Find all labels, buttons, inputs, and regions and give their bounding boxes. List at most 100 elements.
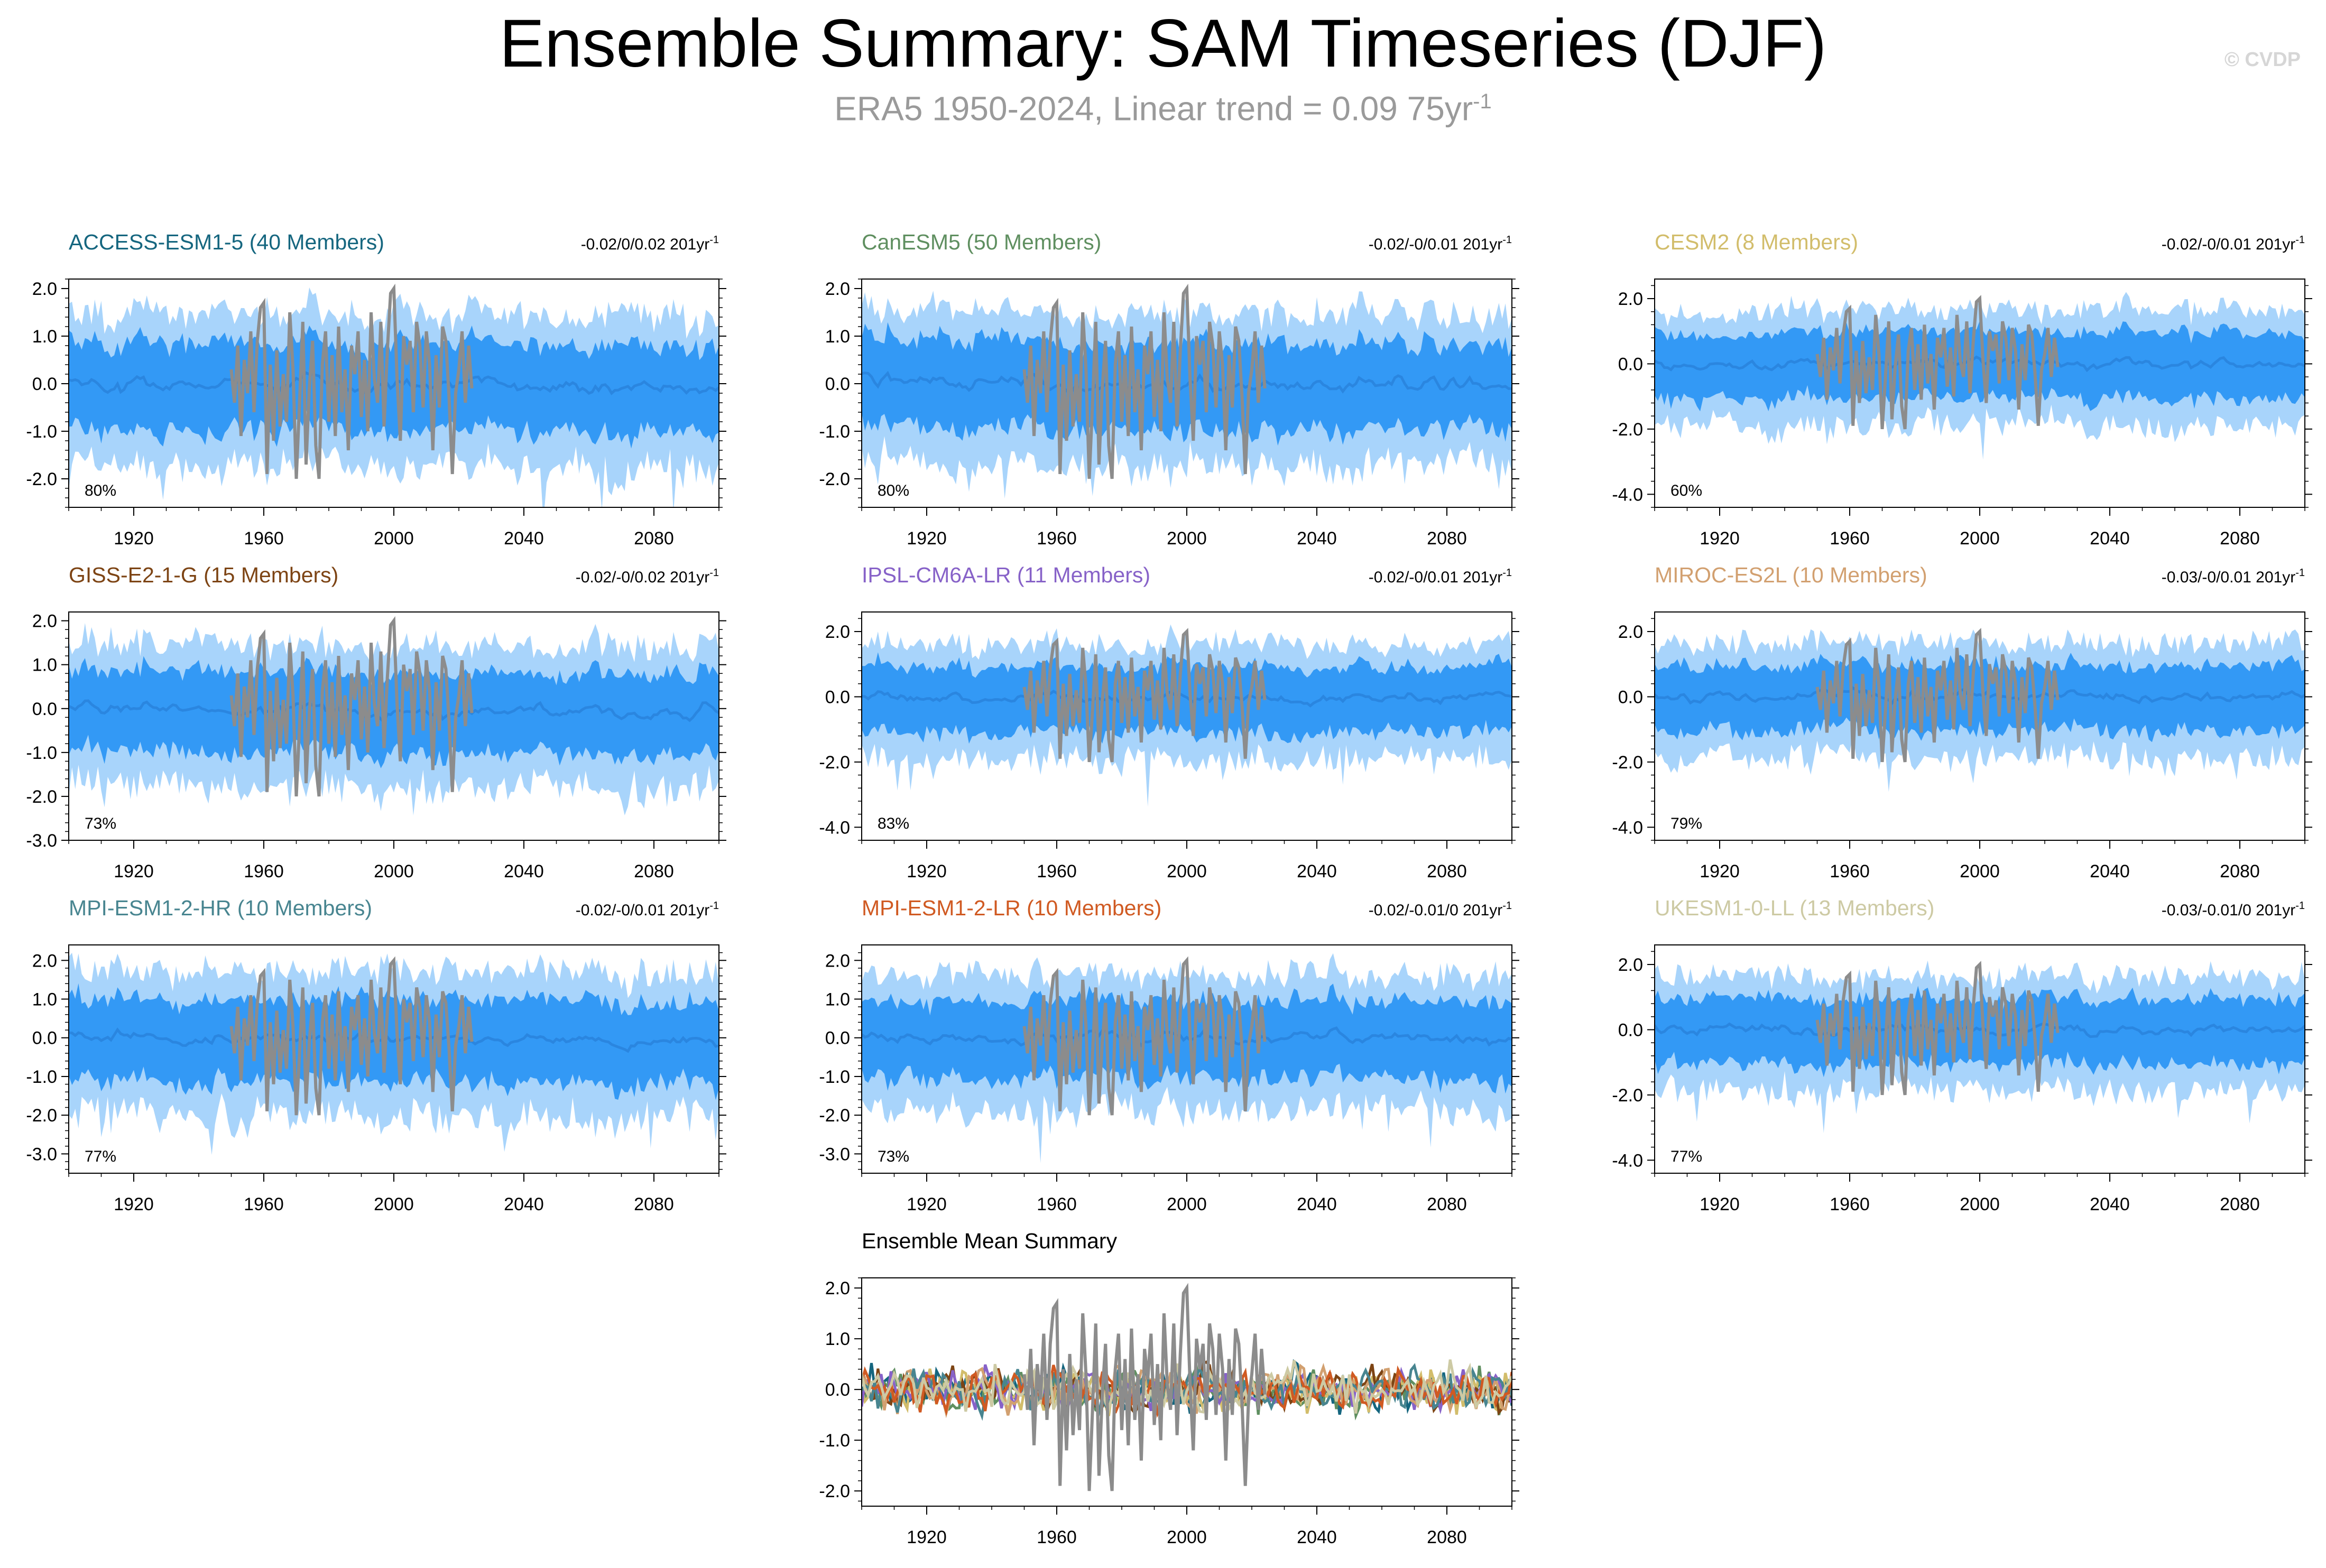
panel-title: CESM2 (8 Members) bbox=[1655, 230, 1858, 254]
trend-label: -0.03/-0/0.01 201yr-1 bbox=[2162, 567, 2305, 586]
x-tick-label: 2000 bbox=[1167, 528, 1207, 549]
y-tick-label: 0.0 bbox=[32, 374, 57, 394]
panel-title: MPI-ESM1-2-LR (10 Members) bbox=[862, 896, 1161, 920]
observations-line bbox=[1022, 283, 1267, 479]
ensemble-mean-line bbox=[862, 690, 1512, 708]
ensemble-mean-line bbox=[1655, 1022, 2305, 1038]
percent-label: 73% bbox=[878, 1148, 909, 1165]
ensemble-mean-line bbox=[69, 371, 719, 396]
y-tick-label: 2.0 bbox=[1618, 622, 1643, 642]
y-tick-label: 0.0 bbox=[1618, 1020, 1643, 1040]
x-tick-label: 1960 bbox=[1037, 861, 1077, 882]
y-tick-label: -2.0 bbox=[26, 1106, 57, 1126]
plot-area bbox=[1655, 292, 2305, 460]
x-tick-label: 2040 bbox=[1297, 528, 1337, 549]
y-tick-label: 2.0 bbox=[825, 951, 850, 971]
y-tick-label: -3.0 bbox=[26, 831, 57, 851]
ensemble-mean-line bbox=[1655, 355, 2305, 373]
trend-exponent: -1 bbox=[1502, 234, 1512, 246]
x-tick-label: 1920 bbox=[907, 528, 947, 549]
observations-line bbox=[229, 956, 474, 1116]
x-tick-label: 2000 bbox=[374, 861, 414, 882]
x-tick-label: 1960 bbox=[1830, 861, 1870, 882]
y-tick-label: 2.0 bbox=[1618, 955, 1643, 975]
panel-cesm2: CESM2 (8 Members) -0.02/-0/0.01 201yr-1 60… bbox=[1612, 230, 2312, 549]
x-tick-label: 2040 bbox=[504, 528, 544, 549]
y-tick-label: -2.0 bbox=[819, 1481, 850, 1501]
observations-line bbox=[1022, 628, 1267, 763]
y-tick-label: 0.0 bbox=[1618, 354, 1643, 374]
y-tick-label: 0.0 bbox=[825, 1380, 850, 1400]
y-tick-label: 0.0 bbox=[1618, 687, 1643, 707]
y-tick-label: 0.0 bbox=[825, 687, 850, 707]
plot-area bbox=[1655, 628, 2305, 792]
x-tick-label: 2040 bbox=[2090, 861, 2130, 882]
percent-label: 77% bbox=[1670, 1148, 1702, 1165]
series-ukesm1-0-ll bbox=[862, 1359, 1512, 1414]
x-tick-label: 2080 bbox=[1427, 1527, 1467, 1547]
x-tick-label: 1920 bbox=[1700, 861, 1740, 882]
y-tick-label: 1.0 bbox=[32, 990, 57, 1010]
percent-label: 80% bbox=[878, 482, 909, 499]
panel-title: MIROC-ES2L (10 Members) bbox=[1655, 563, 1927, 587]
y-tick-label: -4.0 bbox=[819, 818, 850, 838]
observations-line bbox=[1022, 956, 1267, 1116]
x-tick-label: 1960 bbox=[244, 528, 284, 549]
y-tick-label: 2.0 bbox=[825, 279, 850, 299]
trend-exponent: -1 bbox=[2295, 900, 2305, 912]
x-tick-label: 2000 bbox=[374, 1194, 414, 1214]
x-tick-label: 2080 bbox=[634, 1194, 674, 1214]
plot-area bbox=[862, 624, 1512, 807]
percent-label: 77% bbox=[85, 1148, 116, 1165]
x-tick-label: 2000 bbox=[1960, 528, 2000, 549]
panel-title: CanESM5 (50 Members) bbox=[862, 230, 1101, 254]
x-tick-label: 2080 bbox=[634, 528, 674, 549]
panel-title: Ensemble Mean Summary bbox=[862, 1229, 1118, 1253]
panel-title: MPI-ESM1-2-HR (10 Members) bbox=[69, 896, 372, 920]
y-tick-label: 1.0 bbox=[825, 990, 850, 1010]
trend-label: -0.02/-0.01/0 201yr-1 bbox=[1369, 900, 1512, 919]
trend-label: -0.03/-0.01/0 201yr-1 bbox=[2162, 900, 2305, 919]
x-tick-label: 1920 bbox=[907, 1194, 947, 1214]
y-tick-label: -2.0 bbox=[1612, 1085, 1643, 1106]
x-tick-label: 1960 bbox=[1830, 1194, 1870, 1214]
x-tick-label: 2040 bbox=[504, 1194, 544, 1214]
y-tick-label: 1.0 bbox=[32, 327, 57, 347]
y-tick-label: 1.0 bbox=[825, 327, 850, 347]
trend-label: -0.02/-0/0.01 201yr-1 bbox=[2162, 234, 2305, 253]
ensemble-mean-line bbox=[862, 1026, 1512, 1047]
cvdp-watermark: © CVDP bbox=[2224, 49, 2301, 71]
y-tick-label: 1.0 bbox=[32, 655, 57, 675]
panel-title: GISS-E2-1-G (15 Members) bbox=[69, 563, 338, 587]
x-tick-label: 1920 bbox=[114, 1194, 154, 1214]
percent-label: 80% bbox=[85, 482, 116, 499]
panel-giss-e2-1-g: GISS-E2-1-G (15 Members) -0.02/-0/0.02 20… bbox=[26, 563, 726, 882]
trend-label: -0.02/-0/0.02 201yr-1 bbox=[576, 567, 719, 586]
trend-exponent: -1 bbox=[1502, 900, 1512, 912]
y-tick-label: -1.0 bbox=[819, 1067, 850, 1087]
panel-title: UKESM1-0-LL (13 Members) bbox=[1655, 896, 1934, 920]
x-tick-label: 1960 bbox=[1830, 528, 1870, 549]
panel-access-esm1-5: ACCESS-ESM1-5 (40 Members) -0.02/0/0.02 2… bbox=[26, 230, 726, 549]
ensemble-iqr-band bbox=[1655, 986, 2305, 1078]
y-tick-label: 0.0 bbox=[825, 374, 850, 394]
x-tick-label: 2080 bbox=[2220, 861, 2260, 882]
series-era5 bbox=[1022, 1283, 1267, 1491]
plot-area bbox=[69, 616, 719, 815]
x-tick-label: 2080 bbox=[2220, 528, 2260, 549]
y-tick-label: 0.0 bbox=[32, 699, 57, 719]
trend-exponent: -1 bbox=[2295, 567, 2305, 579]
x-tick-label: 1960 bbox=[244, 861, 284, 882]
panel-title: IPSL-CM6A-LR (11 Members) bbox=[862, 563, 1150, 587]
x-tick-label: 2000 bbox=[1167, 1527, 1207, 1547]
subtitle-text: ERA5 1950-2024, Linear trend = 0.09 75yr bbox=[834, 89, 1473, 128]
x-tick-label: 2040 bbox=[1297, 861, 1337, 882]
y-tick-label: 2.0 bbox=[825, 622, 850, 642]
x-tick-label: 2040 bbox=[504, 861, 544, 882]
x-tick-label: 2040 bbox=[1297, 1527, 1337, 1547]
x-tick-label: 1920 bbox=[907, 1527, 947, 1547]
figure-title: Ensemble Summary: SAM Timeseries (DJF) bbox=[499, 6, 1827, 81]
plot-area bbox=[862, 953, 1512, 1163]
x-tick-label: 2080 bbox=[1427, 861, 1467, 882]
y-tick-label: -2.0 bbox=[819, 1106, 850, 1126]
